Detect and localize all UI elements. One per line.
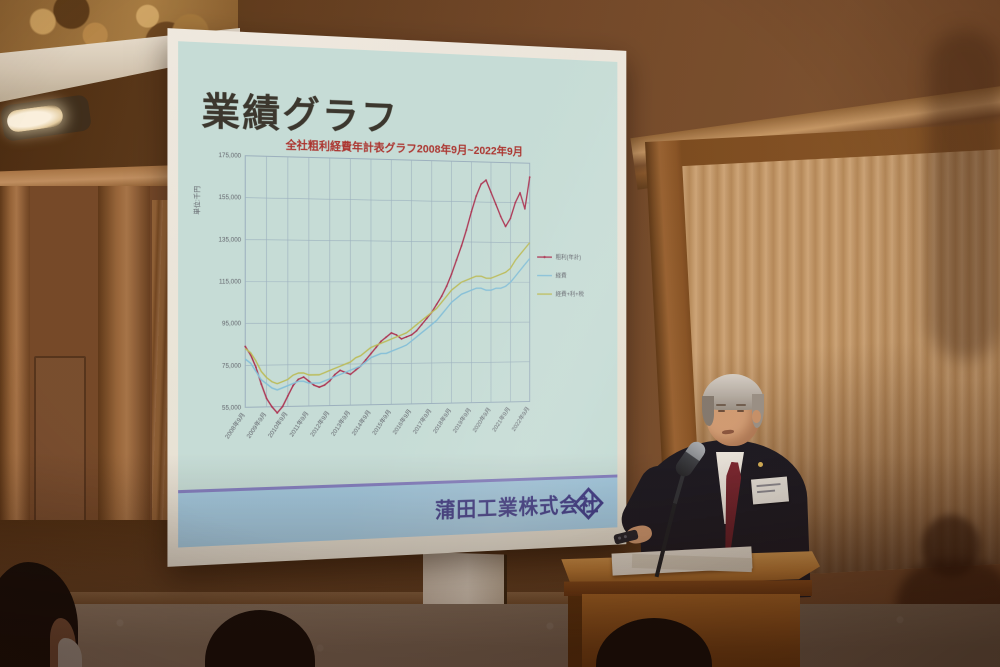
svg-text:135,000: 135,000 <box>219 237 242 243</box>
pilaster <box>0 186 30 576</box>
name-badge <box>750 476 790 505</box>
svg-text:2015年9月: 2015年9月 <box>370 408 393 436</box>
svg-text:2013年9月: 2013年9月 <box>329 409 352 438</box>
svg-text:75,000: 75,000 <box>222 363 242 369</box>
svg-text:2020年9月: 2020年9月 <box>471 406 493 434</box>
svg-text:経費: 経費 <box>556 272 567 280</box>
microphone-head <box>672 438 709 480</box>
presenter-ear <box>752 410 761 423</box>
svg-text:粗利(年計): 粗利(年計) <box>556 253 582 261</box>
slide: 業績グラフ 全社粗利経費年計表グラフ2008年9月~2022年9月 55,000… <box>178 41 618 491</box>
presenter-eye <box>718 410 725 412</box>
microphone-neck <box>672 474 686 504</box>
svg-text:単位:千円: 単位:千円 <box>192 186 201 215</box>
podium-edge <box>564 580 812 596</box>
podium-side <box>568 592 584 667</box>
svg-text:2009年9月: 2009年9月 <box>245 411 269 440</box>
presenter-eyebrow <box>736 404 746 406</box>
svg-text:115,000: 115,000 <box>219 279 242 285</box>
svg-text:経費+利+税: 経費+利+税 <box>556 290 584 298</box>
slide-title: 業績グラフ <box>201 90 400 139</box>
svg-text:2008年9月: 2008年9月 <box>223 411 247 440</box>
microphone-stand <box>654 500 677 578</box>
svg-text:2010年9月: 2010年9月 <box>266 410 289 439</box>
presenter-hair-side <box>702 396 714 426</box>
svg-text:55,000: 55,000 <box>222 405 242 412</box>
svg-text:2021年9月: 2021年9月 <box>490 405 512 433</box>
pilaster <box>98 186 150 576</box>
projection-screen: 業績グラフ 全社粗利経費年計表グラフ2008年9月~2022年9月 55,000… <box>167 28 627 567</box>
svg-text:2022年9月: 2022年9月 <box>510 405 531 433</box>
microphone <box>630 430 750 580</box>
presenter <box>600 370 860 603</box>
presenter-eyebrow <box>716 404 726 406</box>
lapel-pin <box>758 462 763 467</box>
svg-text:2014年9月: 2014年9月 <box>350 408 373 436</box>
presenter-eye <box>737 410 744 412</box>
svg-text:2018年9月: 2018年9月 <box>431 407 453 435</box>
svg-text:2012年9月: 2012年9月 <box>308 409 331 438</box>
svg-text:95,000: 95,000 <box>222 321 242 327</box>
svg-text:155,000: 155,000 <box>219 195 242 202</box>
light-bulb <box>5 103 65 134</box>
svg-text:2017年9月: 2017年9月 <box>411 407 433 435</box>
svg-text:2016年9月: 2016年9月 <box>391 408 413 436</box>
presenter-shadow-upper <box>928 30 1000 360</box>
svg-text:175,000: 175,000 <box>219 153 242 160</box>
performance-line-chart: 55,000 75,000 95,000 115,000 135,000 155,000 1… <box>192 153 584 440</box>
svg-text:2011年9月: 2011年9月 <box>287 410 310 438</box>
company-name: 蒲田工業株式会社 <box>435 493 600 523</box>
carpet <box>0 604 1000 667</box>
svg-text:2019年9月: 2019年9月 <box>451 406 473 434</box>
